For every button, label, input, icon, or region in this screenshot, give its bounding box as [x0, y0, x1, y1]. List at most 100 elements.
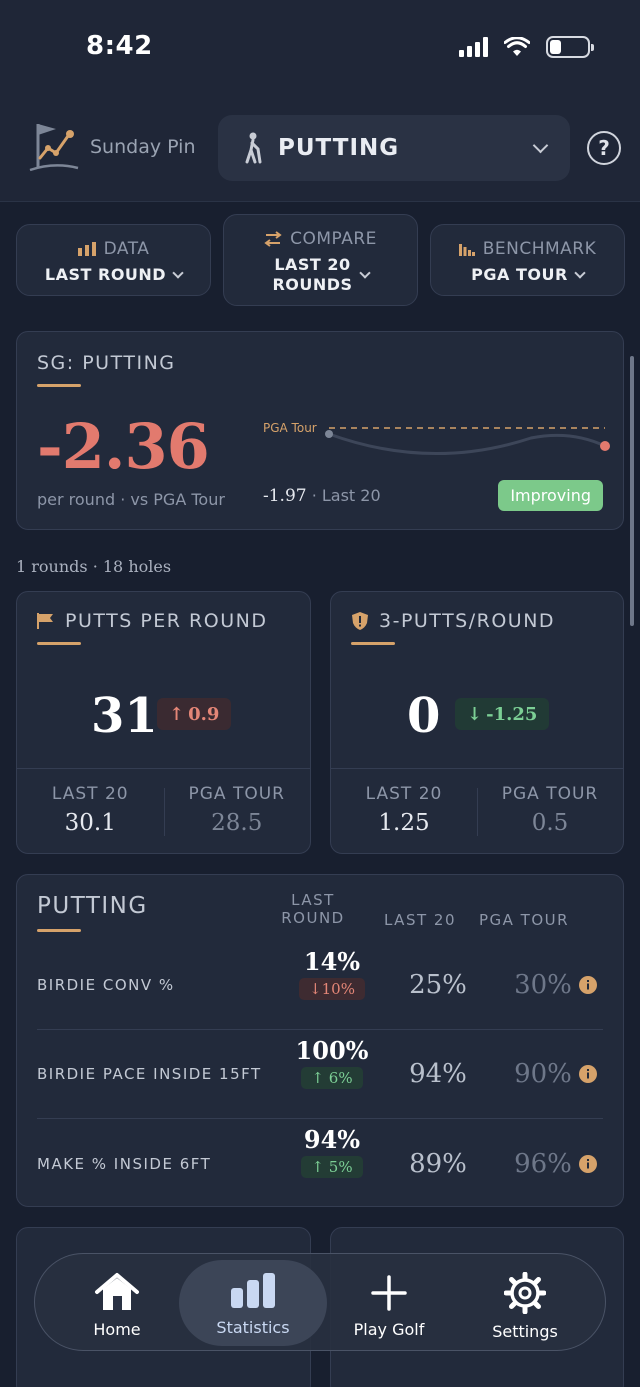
info-icon: [579, 1154, 597, 1173]
chevron-down-icon: [532, 137, 549, 154]
bottom-tab-bar: Home Statistics Play Golf Settings: [34, 1253, 606, 1351]
data-filter-title: DATA: [103, 239, 150, 259]
title-underline: [37, 384, 81, 387]
data-filter[interactable]: DATA LAST ROUND: [16, 224, 211, 296]
logo-text: Sunday Pin: [90, 136, 196, 158]
header-pga: PGA TOUR: [478, 911, 570, 929]
putts-per-round-card[interactable]: PUTTS PER ROUND 31 ↑ 0.9 LAST 20 30.1 PG…: [16, 591, 311, 854]
table-row: BIRDIE PACE INSIDE 15FT 100% ↑ 6% 94% 90…: [37, 1030, 603, 1119]
info-button[interactable]: [579, 941, 597, 1029]
title-underline: [37, 929, 81, 932]
stat-col-value: 30.1: [64, 810, 116, 836]
title-underline: [37, 642, 81, 645]
category-label: PUTTING: [278, 135, 400, 161]
stat-value: 0: [407, 688, 441, 744]
help-button[interactable]: ?: [587, 131, 621, 165]
change-value: 5%: [328, 1158, 353, 1176]
header-last-round-1: LAST: [291, 891, 335, 909]
benchmark-filter-title: BENCHMARK: [482, 239, 597, 259]
stat-col-value: 28.5: [211, 810, 263, 836]
chevron-down-icon: [358, 266, 371, 279]
arrow-up-icon: ↑: [169, 703, 185, 725]
compare-filter[interactable]: COMPARE LAST 20 ROUNDS: [223, 214, 418, 306]
scrollbar[interactable]: [630, 356, 634, 626]
delta-badge: ↑ 0.9: [157, 698, 232, 730]
table-title: PUTTING: [37, 893, 148, 919]
arrow-down-icon: ↓: [309, 980, 322, 998]
info-button[interactable]: [579, 1119, 597, 1208]
status-badge: Improving: [498, 480, 603, 511]
last20-value: 25%: [409, 970, 467, 1000]
statistics-icon: [231, 1273, 275, 1308]
rounds-info: 1 rounds · 18 holes: [16, 557, 172, 576]
delta-value: 0.9: [188, 703, 220, 725]
bar-chart-icon: [77, 242, 96, 256]
plus-icon: [371, 1275, 407, 1311]
flag-icon: [37, 613, 53, 629]
stat-col-label: PGA TOUR: [188, 784, 285, 804]
stat-col-value: 0.5: [531, 810, 569, 836]
change-value: 10%: [321, 980, 355, 998]
tab-label: Play Golf: [353, 1320, 425, 1339]
stat-value: 31: [91, 688, 158, 744]
benchmark-bars-icon: [458, 244, 475, 256]
sg-putting-card[interactable]: SG: PUTTING -2.36 per round · vs PGA Tou…: [16, 331, 624, 530]
change-pill: ↑ 6%: [301, 1067, 363, 1089]
tab-label: Settings: [492, 1322, 558, 1341]
stat-col-label: LAST 20: [365, 784, 443, 804]
tab-label: Home: [93, 1320, 141, 1339]
benchmark-line-label: PGA Tour: [263, 421, 317, 435]
sg-card-title: SG: PUTTING: [37, 352, 176, 374]
compare-filter-value-line1: LAST 20: [274, 255, 351, 274]
sg-trend-sparkline: [325, 427, 610, 456]
arrow-down-icon: ↓: [467, 703, 483, 725]
tab-settings[interactable]: Settings: [455, 1254, 595, 1352]
info-button[interactable]: [579, 1030, 597, 1118]
card-title: PUTTS PER ROUND: [65, 610, 268, 632]
change-value: 6%: [328, 1069, 353, 1087]
tab-play-golf[interactable]: Play Golf: [319, 1254, 459, 1352]
header-last-round-2: ROUND: [281, 909, 345, 927]
table-row: MAKE % INSIDE 6FT 94% ↑ 5% 89% 96%: [37, 1119, 603, 1208]
stat-col-value: 1.25: [378, 810, 430, 836]
change-pill: ↑ 5%: [301, 1156, 363, 1178]
battery-icon: [546, 36, 594, 58]
last-round-value: 94%: [303, 1125, 361, 1154]
stat-col-label: PGA TOUR: [501, 784, 599, 804]
change-pill: ↓10%: [299, 978, 365, 1000]
tab-statistics[interactable]: Statistics: [179, 1260, 327, 1346]
arrow-up-icon: ↑: [311, 1158, 324, 1176]
table-row: BIRDIE CONV % 14% ↓10% 25% 30%: [37, 941, 603, 1030]
sg-subtitle: per round · vs PGA Tour: [37, 490, 225, 509]
cellular-signal-icon: [459, 37, 488, 57]
putting-table-card: PUTTING LAST ROUND LAST 20 PGA TOUR BIRD…: [16, 874, 624, 1207]
last-round-value: 14%: [303, 947, 361, 976]
question-circle-icon: ?: [598, 136, 610, 160]
system-icons: [459, 36, 594, 58]
last20-value: -1.97: [263, 486, 307, 506]
compare-filter-value-line2: ROUNDS: [272, 275, 353, 294]
app-header: Sunday Pin PUTTING ?: [0, 96, 640, 202]
clock: 8:42: [86, 31, 153, 61]
header-last20: LAST 20: [383, 911, 456, 929]
row-label: BIRDIE PACE INSIDE 15FT: [37, 1065, 262, 1083]
golfer-icon: [245, 132, 262, 164]
tab-home[interactable]: Home: [47, 1254, 187, 1352]
gear-icon: [503, 1271, 547, 1315]
chevron-down-icon: [172, 266, 184, 279]
status-bar: 8:42: [0, 0, 640, 96]
card-title: 3-PUTTS/ROUND: [379, 610, 556, 632]
sg-value: -2.36: [37, 410, 210, 483]
pga-value: 90%: [514, 1059, 572, 1089]
title-underline: [351, 642, 395, 645]
row-label: MAKE % INSIDE 6FT: [37, 1154, 212, 1173]
last20-value: 94%: [409, 1059, 467, 1089]
app-logo[interactable]: Sunday Pin: [26, 118, 196, 176]
benchmark-filter[interactable]: BENCHMARK PGA TOUR: [430, 224, 625, 296]
delta-value: -1.25: [486, 703, 538, 725]
last-round-value: 100%: [295, 1036, 369, 1065]
three-putts-card[interactable]: 3-PUTTS/ROUND 0 ↓ -1.25 LAST 20 1.25 PGA…: [330, 591, 624, 854]
pga-value: 96%: [514, 1148, 572, 1179]
shield-alert-icon: [352, 612, 368, 630]
category-dropdown[interactable]: PUTTING: [218, 115, 570, 181]
